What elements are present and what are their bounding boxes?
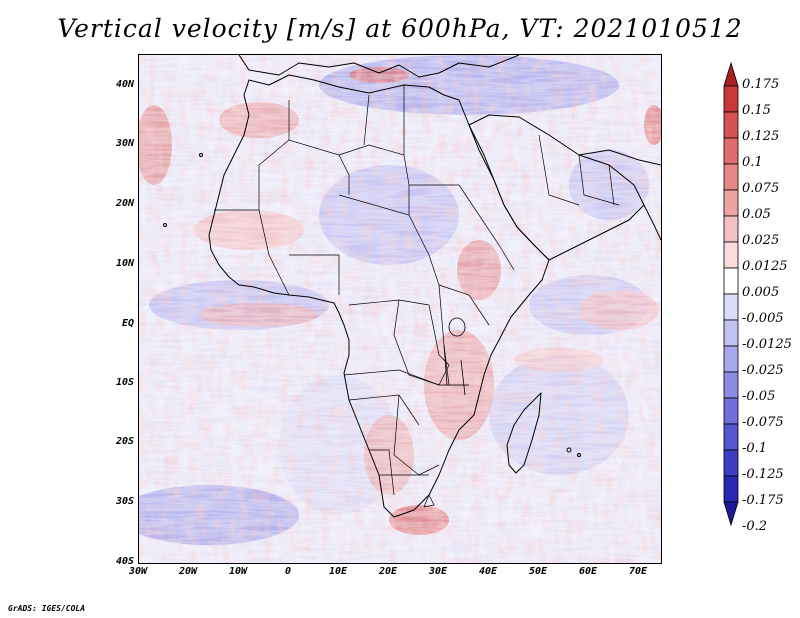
colorbar-box-3	[723, 137, 739, 165]
colorbar-box-6	[723, 215, 739, 243]
colorbar-label: 0.025	[742, 233, 780, 248]
lakes	[443, 317, 466, 396]
lat-label-20s: 20S	[115, 436, 134, 447]
colorbar-box-11	[723, 345, 739, 373]
colorbar-box-13	[723, 397, 739, 425]
colorbar	[723, 62, 739, 527]
colorbar-box-2	[723, 111, 739, 139]
colorbar-label: 0.1	[742, 155, 763, 170]
colorbar-label: 0.05	[742, 207, 771, 222]
colorbar-label: 0.15	[742, 103, 771, 118]
lat-label-20n: 20N	[115, 198, 134, 209]
colorbar-label: -0.025	[742, 363, 784, 378]
colorbar-box-1	[723, 85, 739, 113]
colorbar-box-14	[723, 423, 739, 451]
lon-label-10e: 10E	[328, 566, 348, 577]
chart-title: Vertical velocity [m/s] at 600hPa, VT: 2…	[57, 14, 743, 43]
colorbar-box-7	[723, 241, 739, 269]
colorbar-label: -0.125	[742, 467, 784, 482]
colorbar-top-arrow	[723, 62, 739, 87]
colorbar-box-8	[723, 267, 739, 295]
colorbar-label: -0.05	[742, 389, 776, 404]
colorbar-label: -0.005	[742, 311, 784, 326]
lat-label-40s: 40S	[115, 556, 134, 567]
lon-label-70e: 70E	[628, 566, 648, 577]
lat-label-30s: 30S	[115, 496, 134, 507]
lon-label-60e: 60E	[578, 566, 598, 577]
colorbar-box-12	[723, 371, 739, 399]
colorbar-box-5	[723, 189, 739, 217]
vertical-velocity-map	[139, 55, 661, 563]
europe-coastline	[238, 55, 520, 78]
lon-label-50e: 50E	[528, 566, 548, 577]
colorbar-label: 0.175	[742, 77, 780, 92]
colorbar-bottom-arrow	[723, 501, 739, 527]
colorbar-label: 0.125	[742, 129, 780, 144]
colorbar-label: -0.175	[742, 493, 784, 508]
colorbar-box-10	[723, 319, 739, 347]
lat-label-eq: EQ	[121, 318, 134, 329]
map-plot-area	[138, 54, 662, 564]
africa-coastline	[208, 74, 550, 518]
lon-label-20w: 20W	[178, 566, 198, 577]
arabia-coastline	[468, 114, 645, 261]
colorbar-label: 0.005	[742, 285, 780, 300]
colorbar-label: -0.0125	[742, 337, 792, 352]
lat-label-10s: 10S	[115, 377, 134, 388]
lon-label-30w: 30W	[128, 566, 148, 577]
persia-coastline	[578, 149, 661, 166]
lat-label-30n: 30N	[115, 138, 134, 149]
colorbar-box-9	[723, 293, 739, 321]
map-streaks	[139, 55, 661, 563]
coastlines	[163, 55, 661, 518]
colorbar-label: -0.2	[742, 519, 768, 534]
colorbar-label: 0.075	[742, 181, 780, 196]
colorbar-box-15	[723, 449, 739, 477]
lon-label-40e: 40E	[478, 566, 498, 577]
lon-label-10w: 10W	[228, 566, 248, 577]
grads-credit: GrADS: IGES/COLA	[8, 604, 86, 613]
lat-label-40n: 40N	[115, 79, 134, 90]
india-coastline	[643, 204, 661, 241]
lat-label-10n: 10N	[115, 258, 134, 269]
lon-label-0: 0	[284, 566, 292, 577]
colorbar-label: -0.075	[742, 415, 784, 430]
colorbar-box-16	[723, 475, 739, 503]
colorbar-label: 0.0125	[742, 259, 788, 274]
colorbar-label: -0.1	[742, 441, 768, 456]
colorbar-box-4	[723, 163, 739, 191]
lon-label-30e: 30E	[428, 566, 448, 577]
madagascar-coastline	[506, 392, 542, 474]
lon-label-20e: 20E	[378, 566, 398, 577]
